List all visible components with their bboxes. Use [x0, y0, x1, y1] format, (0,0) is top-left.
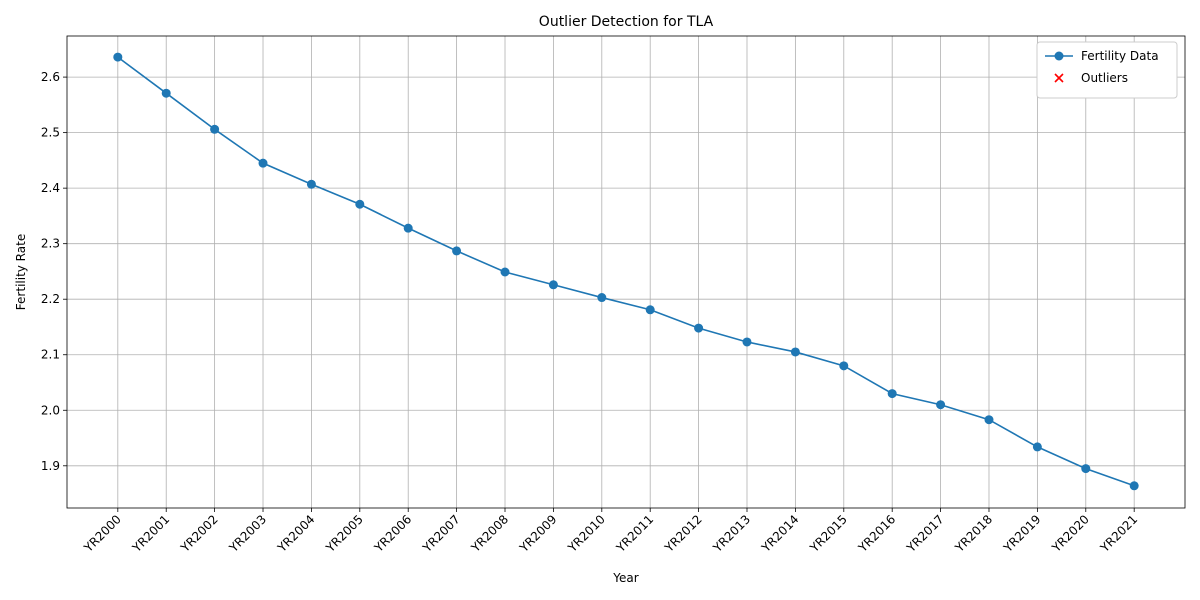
- y-tick-label: 2.6: [41, 70, 60, 84]
- y-tick-label: 1.9: [41, 459, 60, 473]
- x-tick-label: YR2006: [371, 512, 414, 555]
- x-tick-label: YR2002: [177, 512, 220, 555]
- outlier-marker: [1054, 73, 1064, 83]
- y-tick-label: 2.1: [41, 348, 60, 362]
- x-tick-label: YR2003: [226, 512, 269, 555]
- x-tick-label: YR2005: [323, 512, 366, 555]
- data-point: [1129, 481, 1139, 491]
- outlier-x: [1054, 73, 1064, 83]
- x-tick-label: YR2012: [661, 512, 704, 555]
- x-tick-label: YR2019: [1000, 512, 1043, 555]
- y-tick-label: 2.0: [41, 403, 60, 417]
- x-axis-label: Year: [612, 571, 638, 585]
- y-tick-label: 2.2: [41, 292, 60, 306]
- data-point: [694, 323, 704, 333]
- legend-label: Outliers: [1081, 71, 1128, 85]
- x-tick-label: YR2010: [565, 512, 608, 555]
- data-point: [790, 347, 800, 357]
- legend-label: Fertility Data: [1081, 49, 1159, 63]
- x-tick-label: YR2016: [855, 512, 898, 555]
- x-tick-label: YR2013: [710, 512, 753, 555]
- data-point: [113, 52, 123, 62]
- data-point: [839, 361, 849, 371]
- x-tick-label: YR2020: [1049, 512, 1092, 555]
- x-tick-label: YR2004: [274, 512, 317, 555]
- y-tick-label: 2.4: [41, 181, 60, 195]
- data-point: [742, 337, 752, 347]
- data-point: [161, 88, 171, 98]
- x-tick-label: YR2011: [613, 512, 656, 555]
- x-tick-label: YR2015: [807, 512, 850, 555]
- data-point: [355, 199, 365, 209]
- x-tick-label: YR2001: [129, 512, 172, 555]
- data-point: [597, 293, 607, 303]
- data-line: [117, 56, 1135, 487]
- x-tick-label: YR2008: [468, 512, 511, 555]
- x-tick-label: YR2018: [952, 512, 995, 555]
- y-tick-label: 2.3: [41, 237, 60, 251]
- x-tick-label: YR2009: [516, 512, 559, 555]
- data-point: [548, 280, 558, 290]
- plot-frame: [66, 35, 1186, 509]
- x-tick-label: YR2021: [1097, 512, 1140, 555]
- x-tick-label: YR2014: [758, 512, 801, 555]
- data-point: [452, 246, 462, 256]
- data-point: [936, 400, 946, 410]
- y-tick-label: 2.5: [41, 126, 60, 140]
- x-tick-label: YR2017: [903, 512, 946, 555]
- x-tick-label: YR2000: [81, 512, 124, 555]
- data-point: [887, 389, 897, 399]
- data-point: [1032, 442, 1042, 452]
- data-point: [210, 124, 220, 134]
- data-point: [500, 267, 510, 277]
- data-point: [258, 158, 268, 168]
- y-axis-label: Fertility Rate: [14, 234, 28, 310]
- data-point: [1054, 51, 1064, 61]
- data-point: [984, 415, 994, 425]
- chart-title: Outlier Detection for TLA: [539, 14, 714, 30]
- x-tick-label: YR2007: [419, 512, 462, 555]
- data-point: [1081, 464, 1091, 474]
- data-point: [306, 179, 316, 189]
- data-point: [403, 223, 413, 233]
- data-point: [645, 305, 655, 315]
